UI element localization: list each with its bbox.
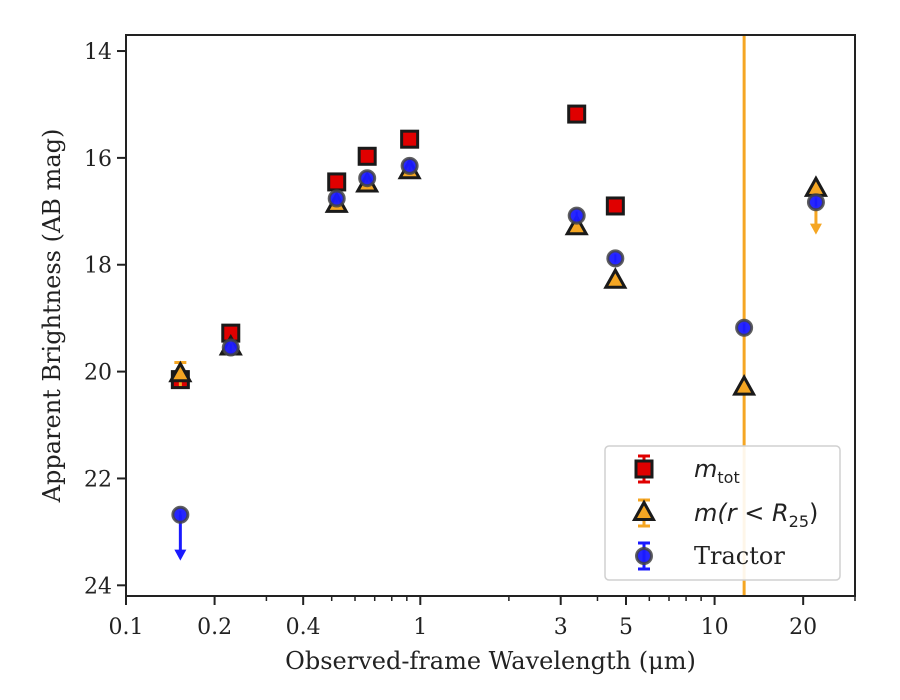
legend-label-main-2: Tractor [694, 542, 785, 570]
series-1-point-8-limit-arrow-head [809, 223, 822, 235]
legend-marker-0 [634, 459, 654, 479]
legend-entry-2: Tractor [635, 541, 785, 571]
y-tick-label-1: 16 [84, 147, 112, 172]
x-tick-label-5: 5 [619, 615, 633, 640]
x-tick-label-3: 1 [413, 615, 427, 640]
x-tick-label-7: 20 [789, 615, 817, 640]
y-tick-label-3: 20 [84, 361, 112, 386]
legend-label-1: m(r < R25) [694, 499, 818, 531]
x-axis-label: Observed-frame Wavelength (μm) [285, 647, 696, 675]
legend-marker-1 [631, 499, 657, 521]
legend-label-0: mtot [694, 455, 740, 487]
series-2-point-0-limit-arrow-head [174, 549, 187, 561]
plot-marks [168, 35, 828, 596]
legend-label-2: Tractor [694, 542, 785, 570]
legend: mtot m(r < R25) Tractor [604, 445, 841, 581]
series-0 [170, 104, 625, 390]
y-tick-label-0: 14 [84, 40, 112, 65]
legend-entry-0: mtot [634, 454, 740, 487]
legend-marker-2 [635, 547, 653, 565]
y-axis-label: Apparent Brightness (AB mag) [38, 129, 66, 504]
x-tick-label-1: 0.2 [197, 615, 232, 640]
legend-box [604, 445, 841, 581]
y-tick-label-4: 22 [84, 467, 112, 492]
y-tick-label-5: 24 [84, 574, 112, 599]
x-tick-label-6: 10 [701, 615, 729, 640]
legend-entry-1: m(r < R25) [631, 498, 818, 531]
x-tick-label-2: 0.4 [286, 615, 321, 640]
legend-label-sub-0: tot [717, 468, 739, 487]
x-tick-label-4: 3 [554, 615, 568, 640]
legend-label-main-1: m(r < R [694, 499, 789, 527]
y-tick-label-2: 18 [84, 254, 112, 279]
legend-label-sub-1: 25 [789, 512, 809, 531]
series-1 [168, 157, 828, 396]
x-tick-label-0: 0.1 [109, 615, 144, 640]
legend-label-rest-1: ) [809, 499, 818, 527]
axes: 0.1 0.2 0.4 1 3 5 10 20 14 16 18 20 22 24 [84, 34, 856, 640]
plot-frame [125, 34, 856, 597]
series-2 [171, 156, 825, 561]
legend-label-main-0: m [694, 455, 717, 483]
